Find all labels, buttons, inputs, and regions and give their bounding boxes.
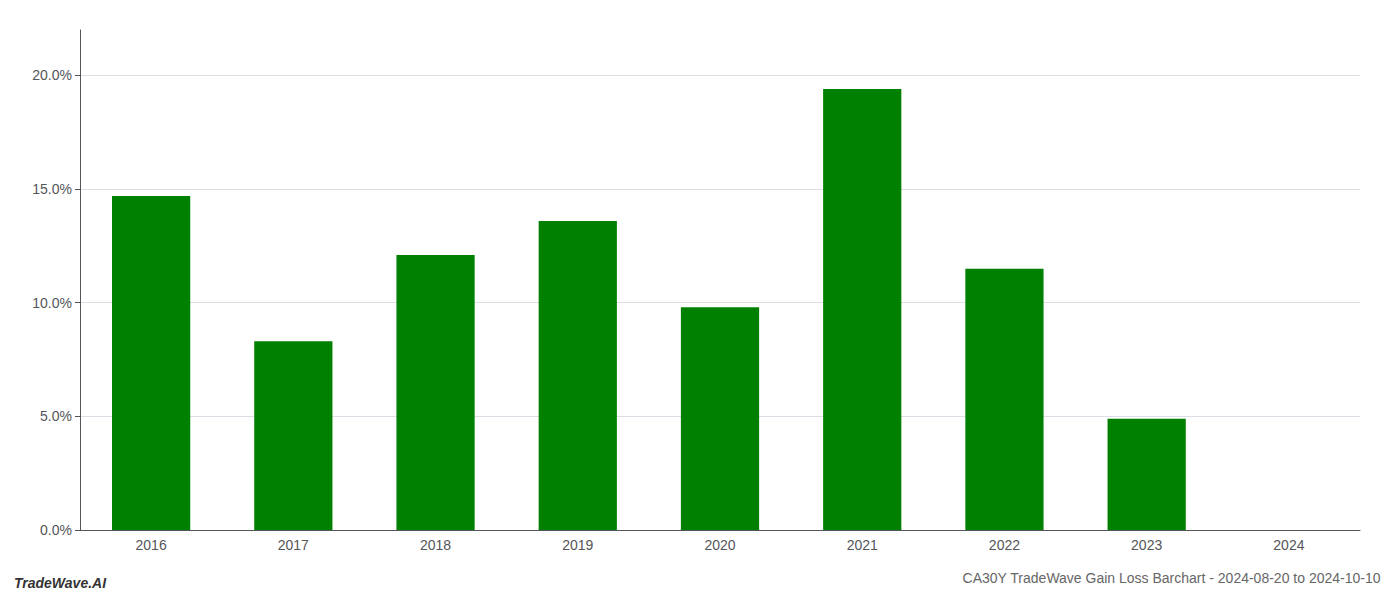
svg-text:CA30Y TradeWave Gain Loss Barc: CA30Y TradeWave Gain Loss Barchart - 202… xyxy=(963,570,1381,586)
svg-text:20.0%: 20.0% xyxy=(32,67,72,83)
svg-text:2018: 2018 xyxy=(420,537,451,553)
svg-text:10.0%: 10.0% xyxy=(32,295,72,311)
svg-text:2021: 2021 xyxy=(847,537,878,553)
svg-text:2024: 2024 xyxy=(1273,537,1304,553)
svg-text:2022: 2022 xyxy=(989,537,1020,553)
svg-text:5.0%: 5.0% xyxy=(40,408,72,424)
svg-text:2020: 2020 xyxy=(704,537,735,553)
svg-text:0.0%: 0.0% xyxy=(40,522,72,538)
svg-text:2016: 2016 xyxy=(136,537,167,553)
svg-text:TradeWave.AI: TradeWave.AI xyxy=(14,575,107,591)
svg-text:2023: 2023 xyxy=(1131,537,1162,553)
svg-text:2017: 2017 xyxy=(278,537,309,553)
svg-text:2019: 2019 xyxy=(562,537,593,553)
svg-text:15.0%: 15.0% xyxy=(32,181,72,197)
